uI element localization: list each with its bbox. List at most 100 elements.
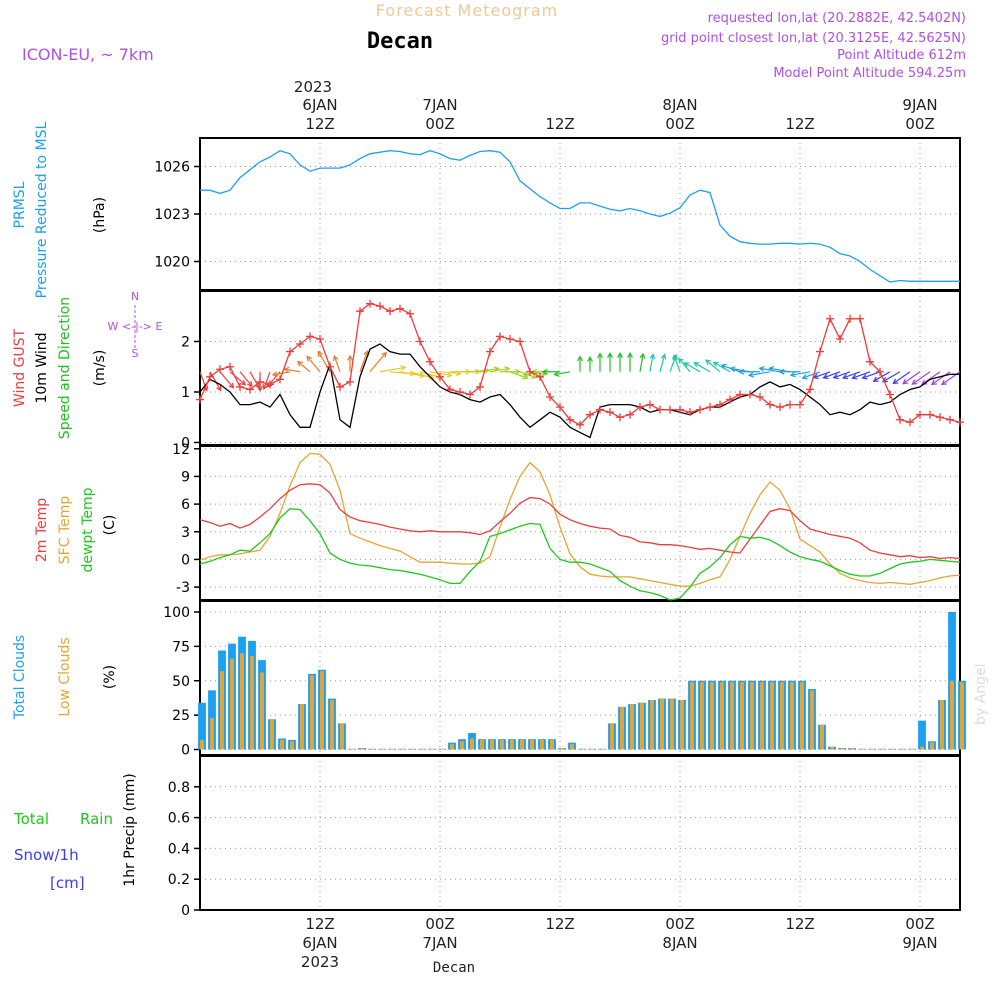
low-cloud-bar	[230, 658, 234, 750]
gust-marker	[546, 393, 554, 402]
gust-marker	[246, 385, 254, 394]
bottom-tick-label: 2023	[301, 953, 339, 971]
low-cloud-bar	[580, 748, 584, 750]
bottom-tick-label: 7JAN	[422, 934, 457, 952]
wind-dir-arrow	[673, 355, 681, 372]
gust-marker	[906, 418, 914, 427]
clouds-ytick-label: 100	[163, 605, 190, 621]
wind-dir-arrowhead	[247, 380, 253, 387]
low-cloud-bar	[940, 700, 944, 750]
low-cloud-bar	[790, 682, 794, 750]
gust-marker	[216, 365, 224, 374]
gust-marker	[746, 390, 754, 399]
temp-ytick-label: 9	[181, 469, 190, 485]
top-tick-label: 12Z	[305, 115, 334, 133]
wind-dir-arrow	[479, 367, 499, 373]
low-cloud-bar	[740, 682, 744, 750]
wind-dir-arrow	[369, 352, 387, 373]
precip-frame	[199, 755, 961, 911]
bottom-tick-label: 00Z	[665, 915, 694, 933]
wind-dir-arrowhead	[851, 374, 858, 380]
temp-panel: -3 0 3 6 9 12	[172, 442, 961, 601]
top-tick-label: 9JAN	[902, 96, 937, 114]
gust-marker	[686, 408, 694, 417]
bottom-tick-label: 00Z	[905, 915, 934, 933]
low-cloud-bar	[470, 738, 474, 750]
gust-marker	[536, 372, 544, 381]
low-cloud-bar	[590, 748, 594, 750]
wind-dir-arrowhead	[639, 352, 646, 359]
wind-dir-arrow	[249, 371, 260, 389]
wind-dir-arrowhead	[317, 350, 323, 357]
compass-n: N	[131, 290, 139, 303]
gust-marker	[336, 382, 344, 391]
wind-dir-arrowhead	[381, 351, 387, 358]
top-tick-label: 00Z	[665, 115, 694, 133]
clouds-ytick-label: 50	[172, 674, 190, 690]
temp-ytick-label: 0	[181, 552, 190, 568]
wind-dir-arrowhead	[257, 385, 263, 392]
wind-dir-arrowhead	[216, 385, 222, 392]
precip-ytick-label: 0.8	[168, 780, 190, 796]
wind-dir-arrow	[439, 371, 461, 375]
low-cloud-bar	[880, 748, 884, 750]
temp2m-line	[199, 483, 961, 560]
wind-dir-arrow	[813, 371, 831, 379]
gust-marker	[506, 334, 514, 343]
top-tick-label: 12Z	[545, 115, 574, 133]
temp-ytick-label: 12	[172, 442, 190, 458]
wind-dir-arrowhead	[768, 365, 775, 372]
gust-marker	[896, 415, 904, 424]
wind-dir-arrow	[713, 361, 731, 373]
low-cloud-bar	[960, 682, 964, 750]
precip-ytick-label: 0.4	[168, 841, 190, 857]
low-cloud-bar	[280, 739, 284, 750]
gust-marker	[316, 334, 324, 343]
bottom-tick-label: 6JAN	[302, 934, 337, 952]
wind-dir-label: Speed and Direction	[57, 297, 73, 439]
low-cloud-bar	[760, 682, 764, 750]
wind-dir-arrow	[659, 354, 666, 372]
pressure-unit: (hPa)	[92, 197, 108, 233]
bottom-tick-label: 12Z	[305, 915, 334, 933]
bottom-tick-label: 12Z	[545, 915, 574, 933]
top-tick-label: 00Z	[425, 115, 454, 133]
gust-marker	[226, 362, 234, 371]
snow-unit: [cm]	[50, 874, 85, 892]
top-tick-label: 8JAN	[662, 96, 697, 114]
top-tick-label: 6JAN	[302, 96, 337, 114]
wind-dir-arrowhead	[842, 373, 849, 380]
gust-marker	[776, 403, 784, 412]
low-cloud-bar	[750, 682, 754, 750]
gust-marker	[476, 382, 484, 391]
low-cloud-bar	[810, 690, 814, 750]
low-cloud-bar	[510, 739, 514, 750]
rain-total-label: Total	[13, 810, 49, 828]
wind-dir-arrowhead	[801, 373, 808, 380]
low-cloud-bar	[540, 739, 544, 750]
wind-dir-arrowhead	[892, 378, 899, 385]
gust-marker	[236, 382, 244, 391]
wind-dir-arrow	[297, 361, 311, 373]
wind-dir-arrow	[306, 356, 321, 373]
temp-ytick-label: 3	[181, 525, 190, 541]
wind-dir-arrowhead	[705, 359, 712, 365]
low-cloud-bar	[220, 671, 224, 750]
gust-marker	[856, 314, 864, 323]
low-cloud-bar	[720, 682, 724, 750]
wind-dir-arrowhead	[789, 371, 796, 378]
gust-marker	[366, 299, 374, 308]
wind-dir-arrow	[790, 371, 811, 376]
wind-dir-arrow	[554, 371, 571, 376]
bottom-tick-label: 8JAN	[662, 934, 697, 952]
wind-dir-arrowhead	[540, 370, 547, 377]
wind-dir-arrowhead	[649, 353, 656, 360]
gust-marker	[826, 314, 834, 323]
total-cloud-bar	[198, 702, 206, 750]
clouds-ytick-label: 0	[181, 743, 190, 759]
low-cloud-bar	[730, 682, 734, 750]
wind-dir-arrow	[678, 358, 691, 373]
gust-marker	[926, 410, 934, 419]
